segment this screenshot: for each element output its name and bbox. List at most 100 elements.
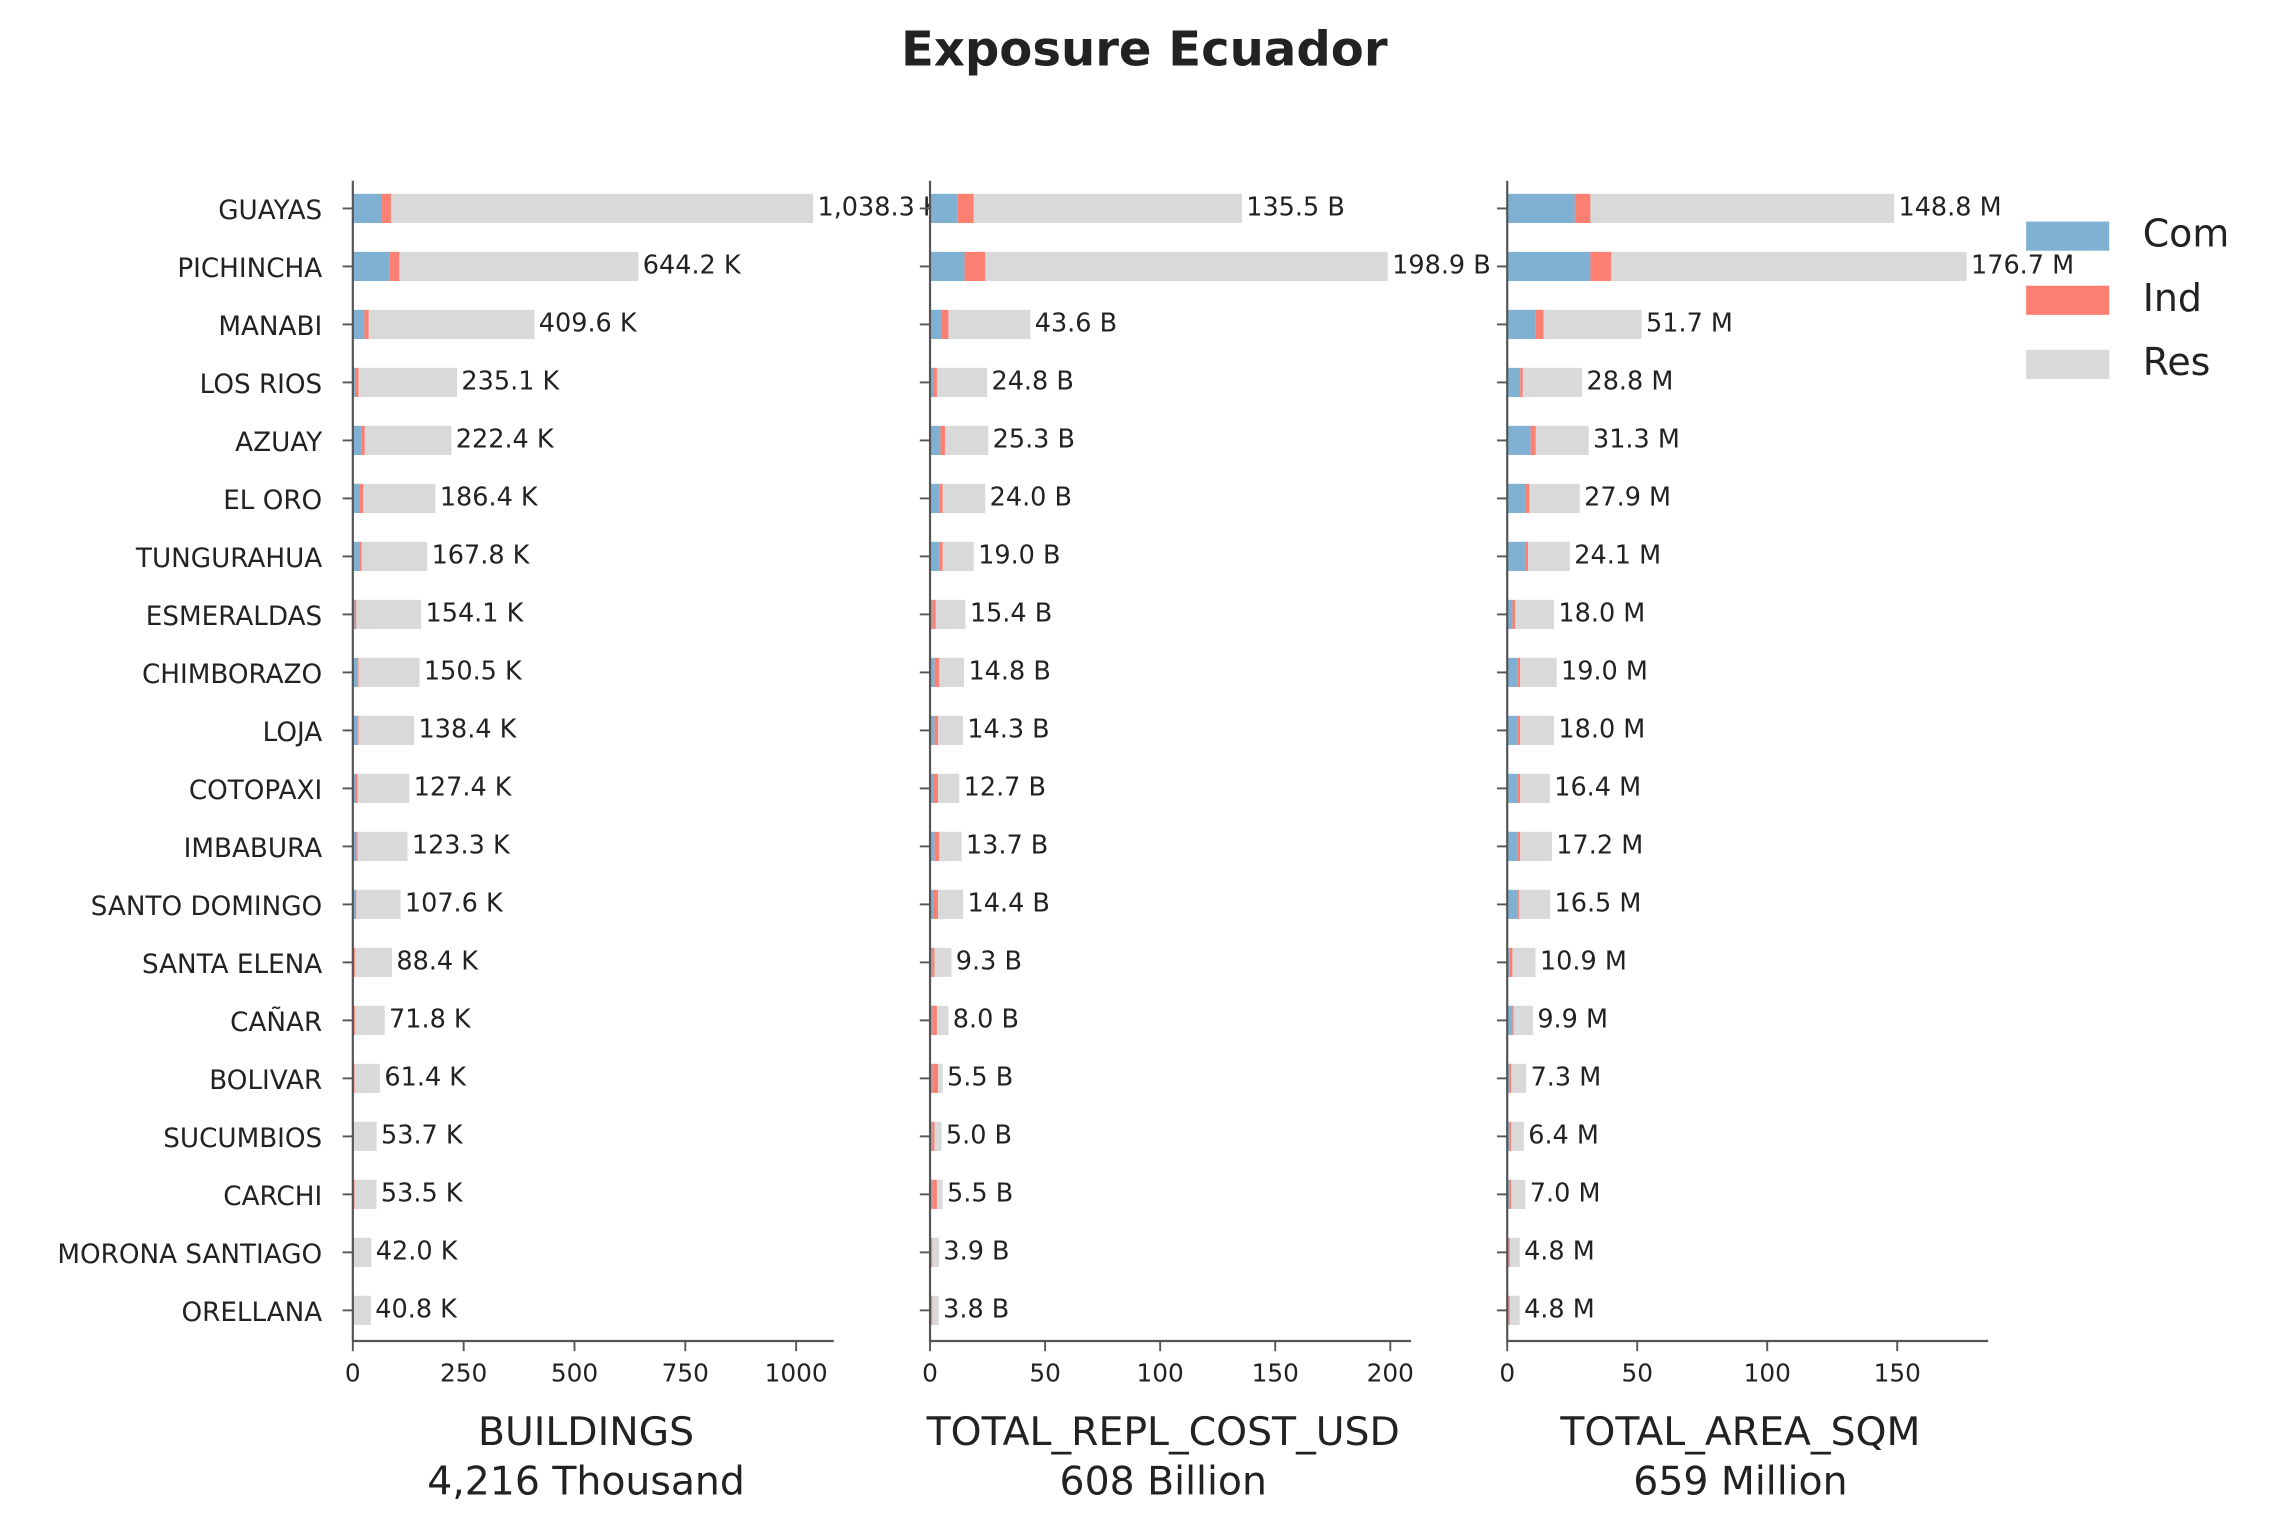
category-label: SANTA ELENA [142, 950, 322, 980]
x-axis-label: TOTAL_REPL_COST_USD [926, 1409, 1400, 1455]
bar-segment [930, 1063, 933, 1093]
category-label: MORONA SANTIAGO [57, 1240, 322, 1270]
bar-segment [935, 599, 966, 629]
total-label: 123.3 K [412, 830, 511, 860]
x-tick-label: 100 [1137, 1358, 1184, 1387]
bar-segment [352, 657, 358, 687]
x-tick-label: 50 [1621, 1358, 1653, 1387]
bar-segment [938, 715, 963, 745]
total-label: 138.4 K [419, 714, 518, 744]
total-label: 148.8 M [1898, 192, 2001, 222]
bar-segment [357, 657, 359, 687]
x-axis-label: BUILDINGS [478, 1409, 694, 1455]
x-tick-label: 200 [1367, 1358, 1414, 1387]
bar-segment [1507, 1179, 1510, 1209]
bar-segment [1507, 773, 1518, 803]
x-axis-label: TOTAL_AREA_SQM [1559, 1409, 1920, 1455]
total-label: 150.5 K [424, 656, 523, 686]
total-label: 24.1 M [1574, 540, 1661, 570]
bar-segment [1530, 425, 1536, 455]
bar-segment [359, 541, 362, 571]
bar-segment [930, 251, 965, 282]
bar-segment [930, 831, 935, 861]
bar-segment [1517, 715, 1521, 745]
bar-segment [938, 889, 964, 919]
total-label: 4.8 M [1524, 1236, 1595, 1266]
bar-segment [1528, 541, 1570, 571]
total-label: 5.0 B [946, 1120, 1012, 1150]
bar-segment [1517, 657, 1521, 687]
bar-segment [354, 599, 357, 629]
category-label: CARCHI [223, 1182, 322, 1212]
bar-segment [936, 1005, 949, 1035]
bar-segment [1517, 889, 1519, 919]
bar-segment [932, 1005, 937, 1035]
x-tick-label: 250 [440, 1358, 487, 1387]
bar-segment [930, 309, 942, 340]
bar-segment [358, 367, 458, 397]
x-tick-label: 500 [551, 1358, 598, 1387]
total-label: 15.4 B [970, 598, 1052, 628]
total-label: 17.2 M [1556, 830, 1643, 860]
bar-segment [930, 947, 933, 977]
bar-segment [1507, 309, 1536, 340]
total-label: 8.0 B [953, 1004, 1019, 1034]
category-label: CHIMBORAZO [142, 660, 322, 690]
bar-segment [933, 367, 937, 397]
bar-segment [352, 483, 360, 513]
bar-segment [352, 889, 356, 919]
legend-swatch [2026, 285, 2110, 315]
bar-segment [936, 1179, 943, 1209]
bar-segment [356, 831, 358, 861]
total-label: 12.7 B [964, 772, 1046, 802]
bar-segment [1517, 773, 1521, 803]
bar-segment [354, 1063, 381, 1093]
total-label: 127.4 K [414, 772, 513, 802]
total-label: 7.0 M [1530, 1178, 1601, 1208]
bar-segment [1507, 367, 1521, 397]
bar-segment [930, 483, 940, 513]
bar-segment [934, 831, 940, 861]
bar-segment [1507, 425, 1531, 455]
total-label: 176.7 M [1971, 250, 2074, 280]
bar-segment [1507, 1121, 1510, 1151]
x-axis-sublabel: 4,216 Thousand [427, 1458, 745, 1504]
bar-segment [1511, 1121, 1524, 1151]
bar-segment [1611, 251, 1967, 282]
bar-segment [1508, 1295, 1510, 1325]
bar-segment [964, 251, 986, 282]
bar-segment [932, 1063, 939, 1093]
bar-segment [1590, 193, 1895, 224]
bar-segment [1509, 1179, 1512, 1209]
bar-segment [389, 251, 400, 282]
bar-segment [932, 1295, 939, 1325]
bar-segment [1508, 1237, 1510, 1267]
x-tick-label: 0 [345, 1358, 361, 1387]
bar-segment [932, 1121, 935, 1151]
bar-segment [354, 1121, 377, 1151]
bar-segment [357, 715, 359, 745]
x-tick-label: 100 [1744, 1358, 1791, 1387]
bar-segment [1507, 599, 1513, 629]
bar-segment [1520, 657, 1557, 687]
total-label: 42.0 K [376, 1236, 459, 1266]
bar-segment [1509, 1063, 1512, 1093]
bar-segment [364, 309, 369, 340]
total-label: 5.5 B [947, 1178, 1013, 1208]
total-label: 14.3 B [967, 714, 1049, 744]
legend-label: Ind [2143, 276, 2202, 320]
bar-segment [1509, 1295, 1520, 1325]
bar-segment [1507, 831, 1518, 861]
bar-segment [938, 773, 960, 803]
category-label: PICHINCHA [177, 254, 322, 284]
bar-segment [1525, 541, 1529, 571]
total-label: 9.9 M [1537, 1004, 1608, 1034]
bar-segment [382, 193, 391, 224]
bar-segment [352, 193, 383, 224]
bar-segment [1507, 193, 1575, 224]
total-label: 154.1 K [426, 598, 525, 628]
bar-segment [352, 425, 362, 455]
bar-segment [985, 251, 1388, 282]
total-label: 18.0 M [1558, 598, 1645, 628]
bar-segment [934, 657, 940, 687]
